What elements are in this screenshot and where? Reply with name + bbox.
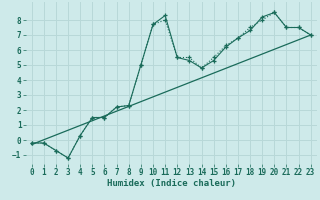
X-axis label: Humidex (Indice chaleur): Humidex (Indice chaleur) bbox=[107, 179, 236, 188]
